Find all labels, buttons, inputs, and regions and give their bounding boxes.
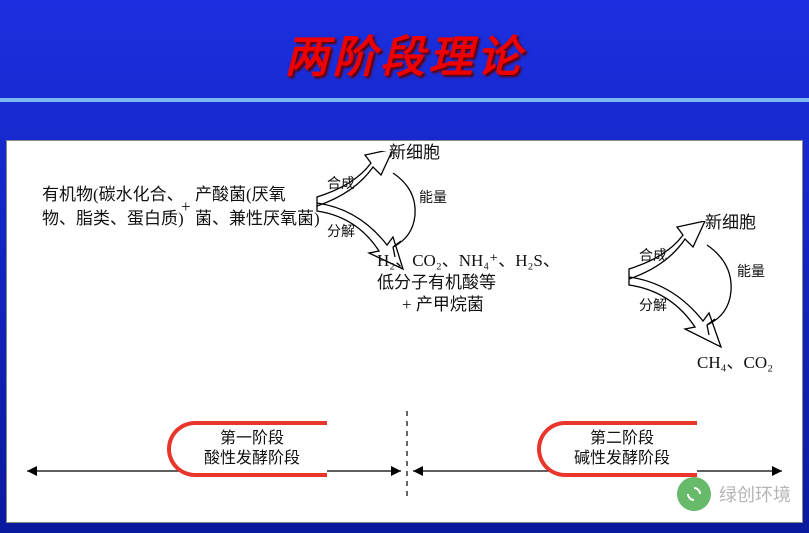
stage-2-line1: 第二阶段	[555, 429, 689, 449]
title-underline	[0, 98, 809, 102]
stage-1-box: 第一阶段 酸性发酵阶段	[167, 421, 327, 477]
slide-title: 两阶段理论	[285, 21, 525, 85]
stage-2-line2: 碱性发酵阶段	[555, 449, 689, 469]
title-band: 两阶段理论	[0, 0, 809, 105]
stage-1-line1: 第一阶段	[185, 429, 319, 449]
stage-2-box: 第二阶段 碱性发酵阶段	[537, 421, 697, 477]
stage-1-line2: 酸性发酵阶段	[185, 449, 319, 469]
diagram-area: 有机物(碳水化合、 物、脂类、蛋白质) + 产酸菌(厌氧 菌、兼性厌氧菌) 合成…	[6, 140, 803, 523]
slide-root: 两阶段理论 有机物(碳水化合、 物、脂类、蛋白质) + 产酸菌(厌氧 菌、兼性厌…	[0, 0, 809, 533]
